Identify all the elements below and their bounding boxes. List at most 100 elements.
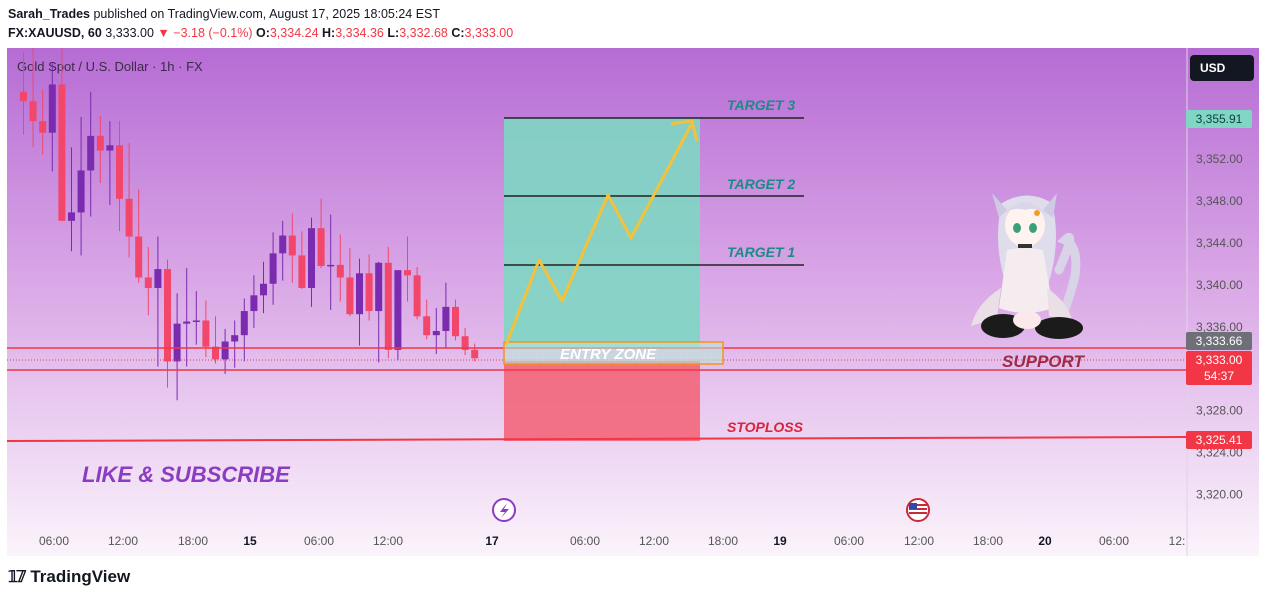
candle-body xyxy=(68,212,75,221)
open-label: O: xyxy=(255,26,270,40)
candle-body xyxy=(48,84,56,133)
candle-body xyxy=(202,320,210,347)
author-name[interactable]: Sarah_Trades xyxy=(8,7,90,21)
target2-label: TARGET 2 xyxy=(727,176,795,192)
candle-body xyxy=(432,330,440,336)
stoploss-line[interactable] xyxy=(7,436,1188,442)
target3-label: TARGET 3 xyxy=(727,97,795,113)
projection-path xyxy=(504,124,693,346)
lightning-event-icon[interactable] xyxy=(492,498,516,522)
price-tick-label: 3,328.00 xyxy=(1196,404,1243,418)
candle-body xyxy=(375,262,383,312)
tradingview-mark-icon: 𝟙𝟟 xyxy=(8,569,26,586)
current-price-tag: 3,333.00 xyxy=(1186,351,1252,369)
price-tick-label: 3,340.00 xyxy=(1196,278,1243,292)
candle-body xyxy=(192,320,200,322)
candle-body xyxy=(221,341,229,360)
time-tick-label: 12: xyxy=(1169,534,1186,548)
candle-body xyxy=(39,121,47,133)
candle-body xyxy=(471,349,479,359)
candle-body xyxy=(135,236,143,278)
countdown-tag: 54:37 xyxy=(1186,367,1252,385)
us-flag-event-icon[interactable] xyxy=(906,498,930,522)
currency-button[interactable]: USD xyxy=(1190,55,1254,81)
candle-body xyxy=(279,235,287,254)
profit-zone xyxy=(504,118,700,349)
candle-body xyxy=(29,101,37,122)
candle-body xyxy=(336,264,344,278)
support-label: SUPPORT xyxy=(1002,352,1085,371)
candle-body xyxy=(144,277,152,288)
loss-zone xyxy=(504,361,700,441)
candle-body xyxy=(58,84,66,221)
candle-body xyxy=(173,323,181,362)
brand-name: TradingView xyxy=(30,567,131,586)
target-price-tag: 3,355.91 xyxy=(1186,110,1252,128)
candle-body xyxy=(461,336,469,350)
entry-zone-box[interactable] xyxy=(503,341,724,365)
close-label: C: xyxy=(451,26,465,40)
candle-body xyxy=(308,228,315,288)
time-tick-label: 18:00 xyxy=(973,534,1003,548)
symbol-info-bar: FX:XAUUSD, 60 3,333.00 ▼ −3.18 (−0.1%) O… xyxy=(8,26,513,40)
candle-body xyxy=(240,311,248,336)
cat-girl-illustration xyxy=(971,193,1083,339)
candle-body xyxy=(183,321,191,324)
symbol-label: FX:XAUUSD, 60 xyxy=(8,26,102,40)
open-value: 3,334.24 xyxy=(269,26,319,40)
publish-info: Sarah_Trades published on TradingView.co… xyxy=(8,7,440,21)
candle-body xyxy=(317,228,325,266)
candle-body xyxy=(298,255,306,288)
candle-body xyxy=(116,145,123,199)
candle-body xyxy=(327,264,335,267)
time-tick-label: 06:00 xyxy=(834,534,864,548)
time-tick-label: 12:00 xyxy=(639,534,669,548)
price-change: ▼ −3.18 (−0.1%) xyxy=(157,26,253,40)
price-axis[interactable]: 3,352.00 3,348.00 3,344.00 3,340.00 3,336.00… xyxy=(1196,152,1243,502)
candle-body xyxy=(231,335,239,342)
price-tick-label: 3,348.00 xyxy=(1196,194,1243,208)
price-tick-label: 3,320.00 xyxy=(1196,488,1243,502)
stoploss-label: STOPLOSS xyxy=(727,419,804,435)
publish-text: published on TradingView.com, August 17,… xyxy=(93,7,441,21)
candle-body xyxy=(260,283,267,296)
date-tick-label: 19 xyxy=(773,534,787,548)
low-value: 3,332.68 xyxy=(399,26,448,40)
candlestick-series xyxy=(20,48,479,401)
last-price: 3,333.00 xyxy=(105,26,154,40)
candle-body xyxy=(164,269,171,362)
candle-body xyxy=(346,277,354,315)
candle-body xyxy=(125,198,133,237)
price-tick-label: 3,344.00 xyxy=(1196,236,1243,250)
candle-body xyxy=(404,270,411,276)
candle-body xyxy=(394,270,402,350)
candle-body xyxy=(212,346,219,360)
arrow-head-icon xyxy=(670,119,699,142)
date-tick-label: 15 xyxy=(243,534,257,548)
candle-body xyxy=(77,170,85,213)
candle-body xyxy=(442,306,450,331)
price-tick-label: 3,324.00 xyxy=(1196,446,1243,460)
candle-body xyxy=(452,306,459,337)
candle-body xyxy=(423,316,431,336)
price-chart[interactable]: Gold Spot / U.S. Dollar · 1h · FX TARGET… xyxy=(7,48,1259,556)
time-tick-label: 06:00 xyxy=(570,534,600,548)
candle-body xyxy=(20,91,27,102)
tradingview-logo[interactable]: 𝟙𝟟 TradingView xyxy=(8,567,130,587)
close-value: 3,333.00 xyxy=(464,26,514,40)
candle-body xyxy=(250,295,258,312)
target1-label: TARGET 1 xyxy=(727,244,795,260)
date-tick-label: 20 xyxy=(1038,534,1052,548)
time-tick-label: 12:00 xyxy=(373,534,403,548)
high-value: 3,334.36 xyxy=(335,26,384,40)
time-tick-label: 06:00 xyxy=(1099,534,1129,548)
candle-body xyxy=(365,273,373,312)
time-axis[interactable]: 06:00 12:00 18:00 15 06:00 12:00 17 06:00 12:00 1… xyxy=(39,534,1185,548)
date-tick-label: 17 xyxy=(485,534,499,548)
entry-zone-label: ENTRY ZONE xyxy=(560,346,657,363)
high-label: H: xyxy=(322,26,336,40)
candle-body xyxy=(413,275,421,317)
candle-body xyxy=(288,235,296,256)
stoploss-price-tag: 3,325.41 xyxy=(1186,431,1252,449)
time-tick-label: 18:00 xyxy=(178,534,208,548)
